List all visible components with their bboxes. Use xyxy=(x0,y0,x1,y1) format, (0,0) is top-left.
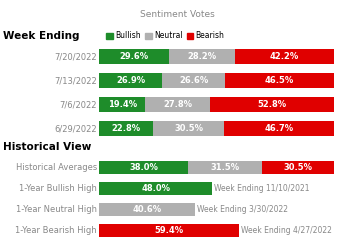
Text: Week Ending 3/30/2022: Week Ending 3/30/2022 xyxy=(197,205,288,214)
Text: Sentiment Votes: Sentiment Votes xyxy=(140,10,215,19)
Text: 46.7%: 46.7% xyxy=(265,124,294,133)
Text: 7/20/2022: 7/20/2022 xyxy=(55,52,97,61)
Text: 1-Year Bearish High: 1-Year Bearish High xyxy=(16,226,97,235)
Text: 28.2%: 28.2% xyxy=(187,52,216,61)
Text: 19.4%: 19.4% xyxy=(108,100,137,109)
Text: 7/6/2022: 7/6/2022 xyxy=(60,100,97,109)
Bar xyxy=(235,49,334,64)
Text: 31.5%: 31.5% xyxy=(211,163,240,172)
Text: 27.8%: 27.8% xyxy=(163,100,192,109)
Text: 26.6%: 26.6% xyxy=(179,76,208,85)
Text: 6/29/2022: 6/29/2022 xyxy=(55,124,97,133)
Text: Historical Averages: Historical Averages xyxy=(16,163,97,172)
Text: 30.5%: 30.5% xyxy=(174,124,203,133)
Text: 29.6%: 29.6% xyxy=(120,52,149,61)
Text: Week Ending 11/10/2021: Week Ending 11/10/2021 xyxy=(214,184,310,193)
Text: Week Ending 4/27/2022: Week Ending 4/27/2022 xyxy=(241,226,332,235)
Text: 48.0%: 48.0% xyxy=(141,184,170,193)
Bar xyxy=(210,97,334,112)
Text: Historical View: Historical View xyxy=(3,142,92,152)
Text: 40.6%: 40.6% xyxy=(132,205,161,214)
Bar xyxy=(99,182,212,195)
Text: Week Ending: Week Ending xyxy=(3,31,80,41)
Text: 1-Year Bullish High: 1-Year Bullish High xyxy=(19,184,97,193)
Text: 7/13/2022: 7/13/2022 xyxy=(54,76,97,85)
Text: 52.8%: 52.8% xyxy=(257,100,286,109)
Bar xyxy=(224,121,334,136)
Bar xyxy=(99,73,162,88)
Legend: Bullish, Neutral, Bearish: Bullish, Neutral, Bearish xyxy=(103,29,227,44)
Text: 30.5%: 30.5% xyxy=(283,163,312,172)
Text: 1-Year Neutral High: 1-Year Neutral High xyxy=(16,205,97,214)
Text: 59.4%: 59.4% xyxy=(154,226,184,235)
Bar xyxy=(99,121,153,136)
Bar xyxy=(99,203,194,216)
Bar xyxy=(162,73,225,88)
Bar xyxy=(145,97,210,112)
Text: 26.9%: 26.9% xyxy=(116,76,146,85)
Bar xyxy=(99,161,188,174)
Bar xyxy=(99,49,169,64)
Bar xyxy=(262,161,334,174)
Text: 42.2%: 42.2% xyxy=(270,52,299,61)
Bar xyxy=(99,224,239,237)
Bar xyxy=(188,161,262,174)
Bar xyxy=(169,49,235,64)
Bar xyxy=(153,121,224,136)
Text: 46.5%: 46.5% xyxy=(265,76,294,85)
Bar xyxy=(99,97,145,112)
Text: 22.8%: 22.8% xyxy=(112,124,141,133)
Text: 38.0%: 38.0% xyxy=(129,163,158,172)
Bar xyxy=(225,73,334,88)
